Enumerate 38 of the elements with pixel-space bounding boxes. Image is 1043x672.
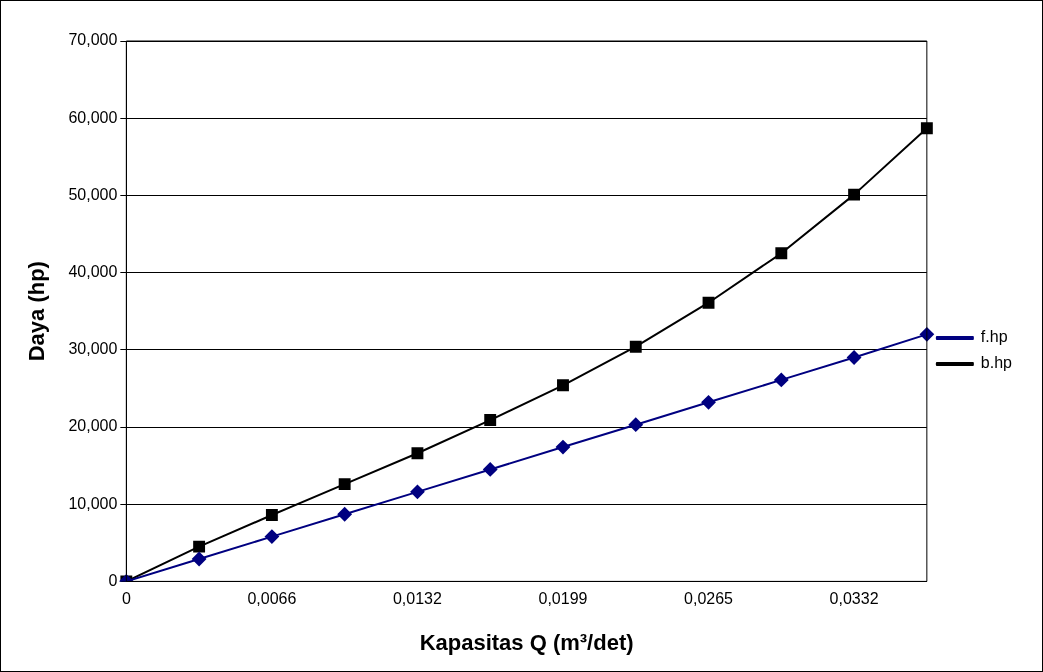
point bbox=[774, 372, 789, 387]
point bbox=[484, 414, 497, 426]
point bbox=[629, 340, 642, 353]
legend-label: b.hp bbox=[980, 354, 1013, 372]
point bbox=[483, 462, 498, 477]
legend-label: f.hp bbox=[980, 328, 1008, 346]
point bbox=[192, 552, 207, 567]
x-tick-label: 0,0199 bbox=[538, 590, 588, 608]
point bbox=[411, 447, 424, 460]
x-axis-title: Kapasitas Q (m³/det) bbox=[419, 629, 634, 655]
point bbox=[193, 540, 206, 553]
y-tick-label: 70,000 bbox=[68, 31, 118, 49]
y-tick-label: 60,000 bbox=[68, 108, 118, 126]
y-axis-title: Daya (hp) bbox=[24, 261, 50, 362]
y-tick-label: 10,000 bbox=[68, 494, 118, 512]
point bbox=[337, 507, 352, 522]
y-tick-label: 20,000 bbox=[68, 417, 118, 435]
point bbox=[264, 529, 279, 544]
point bbox=[702, 296, 715, 309]
x-tick-label: 0,0332 bbox=[829, 590, 879, 608]
point bbox=[338, 478, 351, 491]
point bbox=[557, 379, 569, 392]
point bbox=[265, 509, 278, 521]
y-tick-label: 30,000 bbox=[68, 340, 118, 358]
x-tick-label: 0,0066 bbox=[247, 590, 297, 608]
y-tick-label: 0 bbox=[108, 571, 118, 589]
point bbox=[848, 188, 861, 201]
x-tick-label: 0 bbox=[121, 590, 131, 608]
point bbox=[555, 440, 570, 455]
point bbox=[701, 395, 716, 410]
y-tick-label: 40,000 bbox=[68, 263, 118, 281]
point bbox=[775, 247, 788, 260]
x-tick-label: 0,0265 bbox=[684, 590, 734, 608]
point bbox=[410, 484, 425, 499]
x-tick-label: 0,0132 bbox=[392, 590, 443, 608]
point bbox=[847, 350, 862, 365]
y-tick-label: 50,000 bbox=[68, 185, 118, 203]
point bbox=[628, 417, 643, 432]
